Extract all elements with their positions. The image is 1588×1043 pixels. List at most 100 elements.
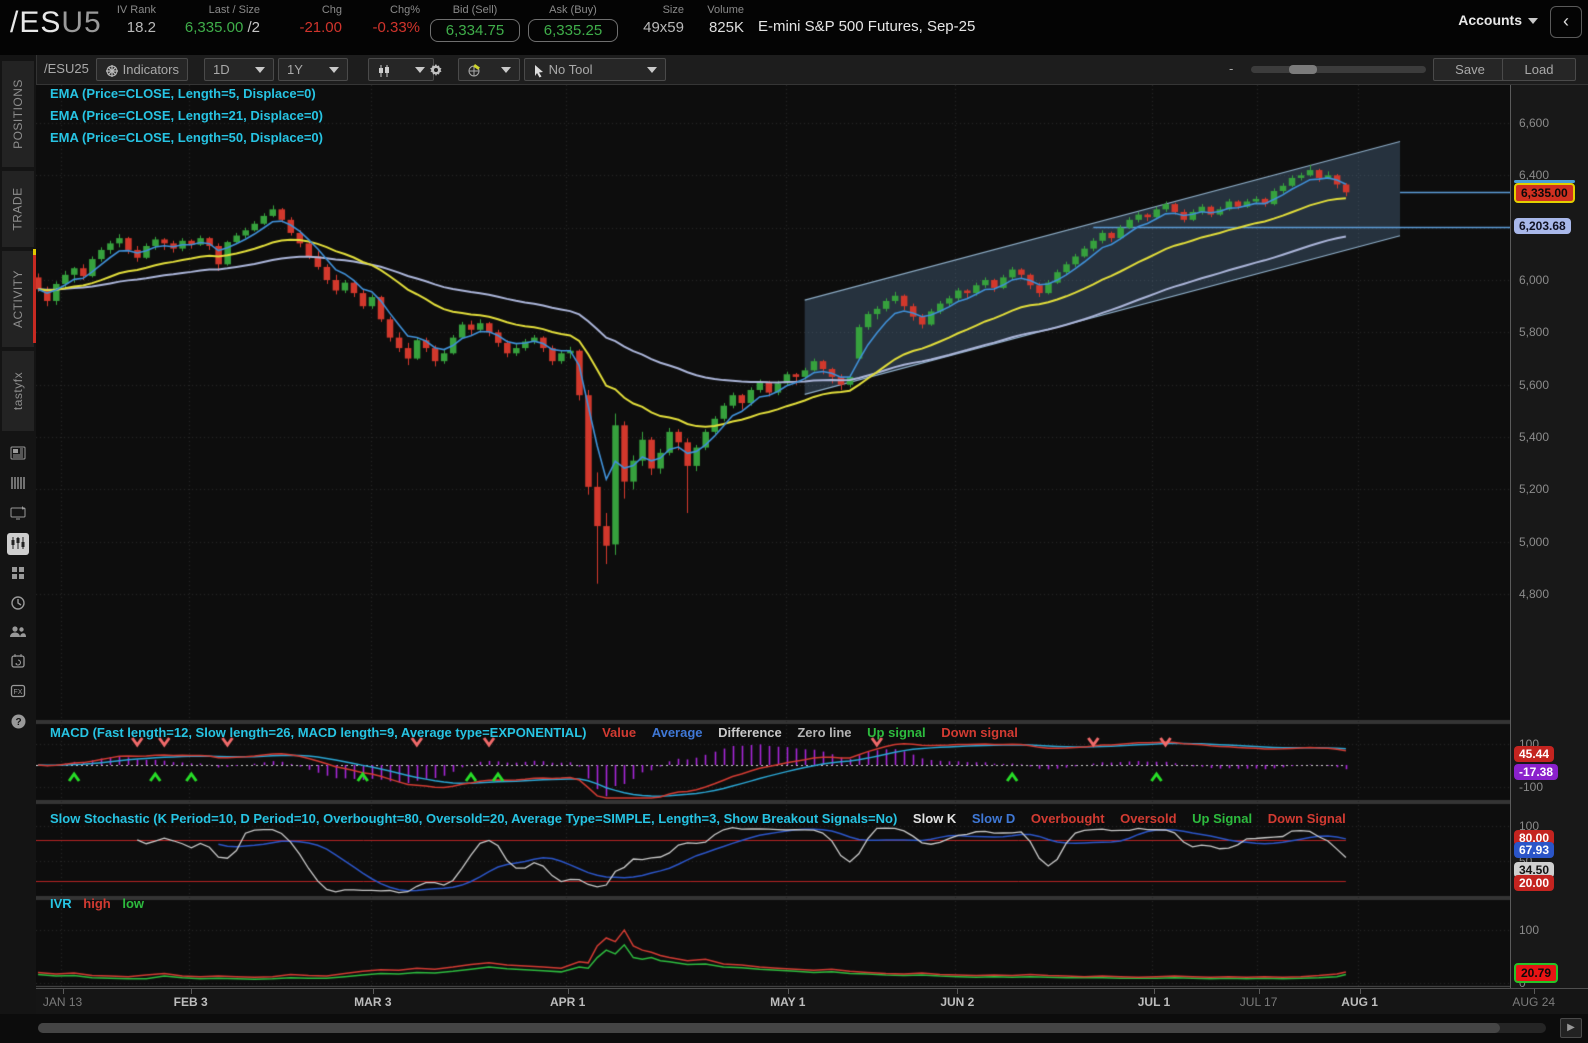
active-tool-dropdown[interactable]: No Tool — [524, 58, 666, 81]
bid-button[interactable]: Bid (Sell) 6,334.75 — [430, 4, 520, 42]
stoch-overbought-badge: 80.00 — [1514, 829, 1555, 846]
axis-tick-label: 5,800 — [1519, 325, 1550, 340]
last-price-badge: 6,335.00 — [1514, 180, 1575, 204]
cursor-arrow-icon — [535, 64, 543, 78]
field-last-size: Last / Size 6,335.00 /2 — [184, 4, 260, 36]
tape-list-icon[interactable] — [7, 473, 29, 495]
field-size: Size 49x59 — [643, 4, 684, 36]
svg-text:FX: FX — [14, 689, 23, 696]
date-label: FEB 3 — [173, 995, 208, 1009]
date-label: JAN 13 — [42, 995, 83, 1009]
date-label: MAR 3 — [354, 995, 392, 1009]
charts-icon[interactable] — [7, 533, 29, 555]
left-sidebar: POSITIONS TRADE ACTIVITY tastyfx FX ? — [0, 55, 37, 1043]
contract-description: E-mini S&P 500 Futures, Sep-25 — [758, 18, 976, 35]
axis-tick-label: 6,600 — [1519, 115, 1550, 130]
chevron-down-icon — [255, 67, 265, 73]
chevron-down-icon — [647, 67, 657, 73]
calendar-refresh-icon[interactable] — [7, 651, 29, 673]
date-tick — [1359, 989, 1361, 994]
gear-icon — [430, 63, 442, 76]
quote-header: /ESU5 IV Rank 18.2 Last / Size 6,335.00 … — [0, 0, 1588, 55]
date-tick — [190, 989, 192, 994]
stoch-oversold-badge: 20.00 — [1514, 875, 1555, 892]
date-tick — [567, 989, 569, 994]
axis-tick-label: 6,000 — [1519, 273, 1550, 288]
date-label: AUG 24 — [1512, 995, 1556, 1009]
save-button[interactable]: Save — [1433, 58, 1507, 81]
price-axis[interactable]: 6,6006,4006,2006,0005,8005,6005,4005,200… — [1510, 85, 1588, 990]
field-iv-rank: IV Rank 18.2 — [116, 4, 156, 36]
zoom-slider[interactable] — [1251, 65, 1426, 74]
collapse-panel-button[interactable]: ‹ — [1550, 6, 1582, 38]
drawing-globe-pencil-icon — [468, 64, 480, 77]
date-tick — [372, 989, 374, 994]
chart-toolbar: /ESU25 Indicators 1D 1Y No Tool - + Save… — [36, 55, 1588, 85]
chevron-down-icon — [415, 67, 425, 73]
axis-tick-label: 5,200 — [1519, 482, 1550, 497]
axis-tick-label: 5,000 — [1519, 534, 1550, 549]
sidebar-tab-trade[interactable]: TRADE — [2, 171, 34, 247]
axis-tick-label: 5,400 — [1519, 430, 1550, 445]
monitor-icon[interactable] — [7, 503, 29, 525]
range-dropdown[interactable]: 1Y — [278, 58, 348, 81]
indicators-button[interactable]: Indicators — [96, 58, 188, 81]
axis-tick-label: 4,800 — [1519, 587, 1550, 602]
chart-scrollbar-thumb[interactable] — [38, 1023, 1500, 1033]
date-tick — [957, 989, 959, 994]
price-chart-canvas[interactable] — [36, 85, 1510, 988]
date-tick — [1153, 989, 1155, 994]
field-chg-pct: Chg% -0.33% — [372, 4, 420, 36]
axis-tick-label: 5,600 — [1519, 377, 1550, 392]
date-tick — [787, 989, 789, 994]
date-tick — [1533, 989, 1535, 994]
clock-history-icon[interactable] — [7, 593, 29, 615]
axis-tick-label: 100 — [1519, 819, 1540, 833]
timeframe-dropdown[interactable]: 1D — [204, 58, 274, 81]
macd-value-badge: 45.44 — [1514, 746, 1555, 763]
grid-apps-icon[interactable] — [7, 563, 29, 585]
date-tick — [1258, 989, 1260, 994]
chart-type-dropdown[interactable] — [368, 58, 434, 81]
hline-price-badge: 6,203.68 — [1514, 217, 1571, 234]
candlestick-chart-icon — [379, 64, 389, 77]
ask-button[interactable]: Ask (Buy) 6,335.25 — [528, 4, 618, 42]
sidebar-tab-activity[interactable]: ACTIVITY — [2, 251, 34, 347]
macd-diff-badge: -17.38 — [1514, 763, 1559, 780]
stoch-d-badge: 67.93 — [1514, 842, 1555, 859]
chevron-down-icon — [501, 67, 511, 73]
drawing-tools-dropdown[interactable] — [458, 58, 520, 81]
axis-tick-label: -100 — [1519, 779, 1544, 794]
field-chg: Chg -21.00 — [299, 4, 342, 36]
time-axis[interactable]: JAN 13 FEB 3 MAR 3 APR 1 MAY 1 JUN 2 JUL 1 JUL … — [36, 988, 1588, 1015]
chevron-down-icon — [329, 67, 339, 73]
date-label: JUN 2 — [940, 995, 975, 1009]
date-label: JUL 17 — [1239, 995, 1278, 1009]
chart-scrollbar-track[interactable] — [38, 1023, 1546, 1033]
people-icon[interactable] — [7, 621, 29, 643]
chart-settings-button[interactable] — [428, 58, 444, 79]
axis-tick-label: 100 — [1519, 923, 1540, 937]
svg-text:?: ? — [15, 717, 21, 728]
zoom-out-button[interactable]: - — [1229, 61, 1234, 76]
date-label: APR 1 — [549, 995, 586, 1009]
date-label: MAY 1 — [770, 995, 806, 1009]
studies-beaker-icon — [106, 64, 118, 77]
scroll-right-button[interactable]: ▶ — [1560, 1018, 1582, 1038]
date-label: JUL 1 — [1137, 995, 1171, 1009]
news-icon[interactable] — [7, 443, 29, 465]
chevron-down-icon — [1528, 18, 1538, 25]
help-icon[interactable]: ? — [7, 711, 29, 733]
axis-tick-label: 0 — [1519, 976, 1526, 990]
accounts-menu[interactable]: Accounts — [1458, 12, 1538, 28]
sidebar-tab-positions[interactable]: POSITIONS — [2, 61, 34, 167]
field-volume: Volume 825K — [707, 4, 744, 36]
activity-alert-indicator — [33, 249, 36, 343]
ivr-badge: 20.79 — [1514, 962, 1559, 983]
zoom-slider-thumb[interactable] — [1289, 65, 1317, 74]
date-tick — [62, 989, 64, 994]
fx-panel-icon[interactable]: FX — [7, 681, 29, 703]
chart-symbol-label: /ESU25 — [44, 61, 89, 76]
load-button[interactable]: Load — [1502, 58, 1576, 81]
sidebar-tab-tastyfx[interactable]: tastyfx — [2, 351, 34, 431]
